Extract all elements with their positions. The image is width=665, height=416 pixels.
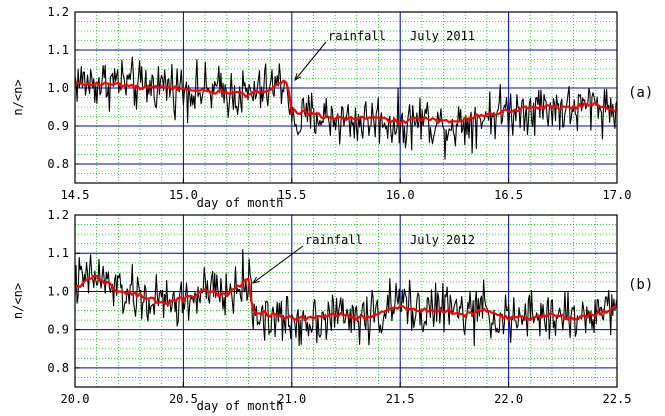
x-axis-label: day of month bbox=[197, 196, 284, 210]
y-tick-label: 0.8 bbox=[47, 157, 69, 171]
x-tick-label: 17.0 bbox=[603, 188, 632, 202]
plot-frame bbox=[74, 214, 618, 388]
y-tick-label: 0.9 bbox=[47, 119, 69, 133]
x-axis-label: day of month bbox=[197, 399, 284, 413]
panel-label: (b) bbox=[628, 277, 653, 293]
x-tick-label: 22.0 bbox=[494, 392, 523, 406]
series-line-smoothed bbox=[74, 79, 618, 125]
x-tick-label: 16.0 bbox=[386, 188, 415, 202]
annotation-date: July 2012 bbox=[410, 233, 475, 247]
x-tick-label: 15.0 bbox=[169, 188, 198, 202]
annotation-arrow bbox=[252, 245, 304, 284]
y-axis-label: n/<n> bbox=[11, 283, 25, 319]
panel-label: (a) bbox=[628, 85, 653, 101]
y-axis-label: n/<n> bbox=[11, 79, 25, 115]
y-tick-label: 0.8 bbox=[47, 361, 69, 375]
series-line-smoothed bbox=[74, 274, 618, 322]
annotation-rainfall: rainfall bbox=[328, 29, 386, 43]
y-tick-label: 1.0 bbox=[47, 81, 69, 95]
y-tick-label: 1.0 bbox=[47, 284, 69, 298]
x-tick-label: 16.5 bbox=[494, 188, 523, 202]
chart-panel-2: 20.0 20.5 21.0 21.5 22.0 22.5 0.8 0.9 1.0 1.1 1.2 d… bbox=[11, 208, 653, 413]
chart-panel-1: 14.5 15.0 15.5 16.0 16.5 17.0 0.8 0.9 1.0 1.1 1.2 d… bbox=[11, 5, 653, 210]
annotation-arrowhead bbox=[251, 276, 260, 284]
annotation-arrowhead bbox=[294, 73, 302, 81]
x-tick-label: 21.0 bbox=[277, 392, 306, 406]
x-tick-label: 15.5 bbox=[277, 188, 306, 202]
x-tick-label: 14.5 bbox=[61, 188, 90, 202]
x-tick-label: 20.5 bbox=[169, 392, 198, 406]
y-tick-label: 1.2 bbox=[47, 208, 69, 222]
y-tick-label: 1.1 bbox=[47, 43, 69, 57]
y-tick-label: 0.9 bbox=[47, 323, 69, 337]
x-tick-label: 20.0 bbox=[61, 392, 90, 406]
y-tick-label: 1.2 bbox=[47, 5, 69, 19]
plot-frame bbox=[74, 11, 618, 184]
x-tick-label: 21.5 bbox=[386, 392, 415, 406]
annotation-rainfall: rainfall bbox=[305, 233, 363, 247]
annotation-date: July 2011 bbox=[410, 29, 475, 43]
annotation-arrow bbox=[294, 41, 327, 81]
x-tick-label: 22.5 bbox=[603, 392, 632, 406]
y-tick-label: 1.1 bbox=[47, 246, 69, 260]
series-line-raw bbox=[74, 248, 618, 347]
